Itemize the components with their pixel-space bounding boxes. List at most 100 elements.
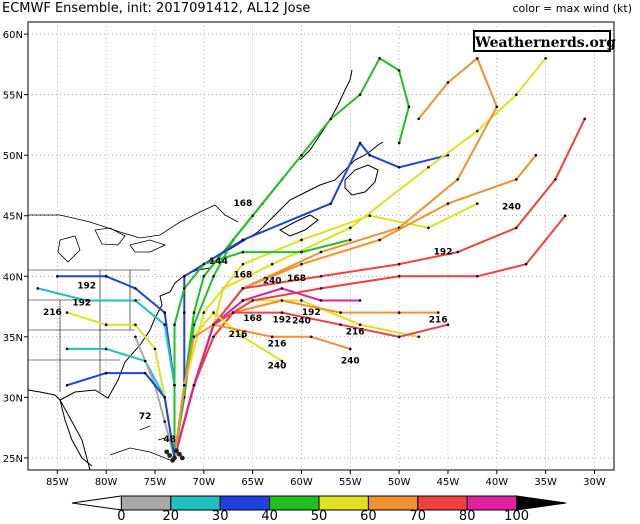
track-point: [104, 347, 108, 351]
track-point: [397, 311, 401, 314]
track-point: [202, 274, 206, 278]
track-point: [182, 274, 186, 278]
track-point: [143, 371, 147, 375]
track-start-point: [176, 451, 182, 457]
colorbar-segment: [71, 495, 122, 511]
forecast-hour-label: 144: [209, 257, 228, 267]
track-point: [85, 299, 88, 302]
map-title: ECMWF Ensemble, init: 2017091412, AL12 J…: [2, 1, 311, 16]
lat-tick-label: 50N: [3, 151, 23, 162]
track-point: [104, 274, 108, 278]
track-point: [417, 117, 420, 121]
track-point: [397, 69, 401, 72]
track-point: [349, 238, 352, 242]
great-lakes: [57, 227, 167, 263]
forecast-hour-label: 48: [163, 435, 176, 445]
track-point: [339, 323, 342, 327]
forecast-hour-label: 216: [346, 327, 365, 337]
map-frame: [27, 21, 615, 471]
track-start-point: [174, 448, 179, 454]
track-point: [280, 287, 284, 290]
track-point: [241, 299, 245, 302]
track-point: [134, 287, 137, 290]
colorbar-legend-caption: color = max wind (kt): [512, 2, 632, 15]
track-point: [280, 311, 284, 314]
track-point: [300, 250, 303, 254]
track-point: [329, 117, 333, 121]
colorbar-tick-label: 50: [311, 509, 328, 524]
track-point: [241, 250, 245, 254]
forecast-hour-label: 168: [287, 274, 306, 284]
track-point: [134, 335, 137, 339]
track-point: [358, 299, 362, 302]
track-point: [192, 311, 196, 314]
coastline-east: [59, 141, 384, 470]
lat-tick-label: 40N: [3, 272, 23, 283]
track-point: [368, 153, 372, 157]
track-point: [378, 238, 381, 242]
track-point: [563, 214, 567, 218]
track-point: [358, 93, 362, 96]
track-point: [358, 323, 362, 327]
forecast-hour-label: 240: [263, 277, 282, 287]
track-point: [280, 359, 284, 363]
track-point: [182, 287, 186, 290]
track-point: [427, 165, 430, 169]
track-point: [515, 178, 518, 181]
lat-tick-label: 35N: [3, 333, 23, 344]
track-point: [270, 262, 274, 266]
track-point: [446, 81, 450, 84]
track-point: [212, 335, 215, 339]
track-point: [36, 287, 40, 290]
track-point: [397, 165, 401, 169]
forecast-hour-label: 216: [229, 330, 248, 340]
land-outlines: [28, 69, 384, 470]
lon-tick-label: 40W: [485, 477, 508, 488]
forecast-hour-label: 168: [233, 199, 252, 209]
newfoundland: [344, 164, 379, 196]
track-point: [319, 287, 323, 290]
colorbar-segment: [417, 495, 468, 511]
track-point: [554, 178, 557, 181]
colorbar-segment: [516, 495, 567, 511]
track-point: [212, 311, 215, 314]
track-point: [319, 250, 323, 254]
track-point: [329, 202, 333, 205]
track-point: [427, 226, 430, 230]
forecast-hour-label: 192: [273, 315, 292, 325]
track-point: [309, 335, 313, 339]
track-point: [544, 57, 547, 60]
track-point: [475, 274, 479, 278]
track-point: [212, 323, 215, 327]
bahamas-cuba: [109, 425, 171, 461]
lon-tick-label: 50W: [388, 477, 411, 488]
track-point: [163, 396, 167, 399]
track-point: [202, 262, 206, 266]
track-start-point: [170, 457, 175, 463]
track-point: [349, 347, 352, 351]
lon-tick-label: 45W: [437, 477, 460, 488]
track-point: [534, 153, 538, 157]
track-point: [397, 335, 401, 339]
forecast-hour-label: 216: [429, 315, 448, 325]
track-point: [251, 299, 254, 302]
track-start-point: [167, 453, 173, 458]
forecast-hour-label: 192: [434, 247, 453, 257]
track-point: [241, 238, 245, 242]
track-point: [173, 323, 176, 327]
colorbar-tick-label: 40: [261, 509, 278, 524]
forecast-hour-label: 168: [243, 314, 262, 324]
track-point: [349, 226, 352, 230]
track-point: [192, 383, 196, 387]
track-start-point: [164, 449, 170, 455]
track-point: [456, 178, 460, 181]
track-point: [231, 311, 235, 314]
track-point: [163, 311, 167, 314]
track-point: [153, 347, 157, 351]
forecast-hour-label: 72: [139, 412, 152, 422]
lat-lon-grid: [28, 22, 614, 470]
track-point: [319, 299, 323, 302]
coastline-gulf: [28, 389, 61, 401]
